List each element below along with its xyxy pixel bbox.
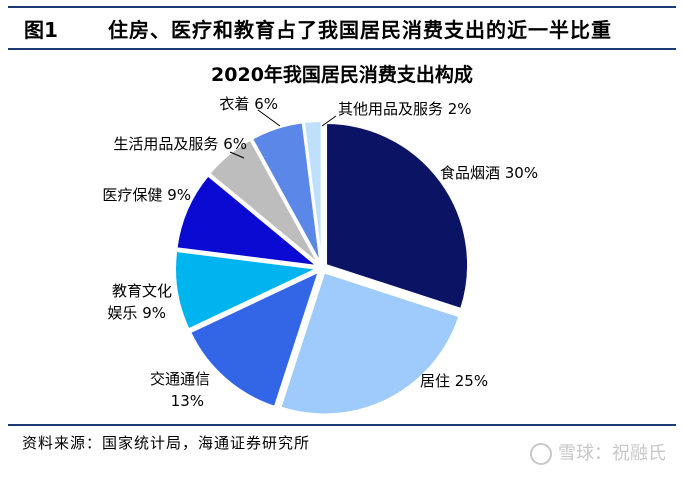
pie-slice-0	[325, 122, 469, 311]
pie-slice-3	[174, 249, 321, 331]
figure-title: 住房、医疗和教育占了我国居民消费支出的近一半比重	[108, 17, 612, 42]
slice-label-5: 生活用品及服务 6%	[113, 135, 247, 153]
leader-line-5	[229, 151, 245, 159]
slice-label-1: 居住 25%	[420, 372, 488, 390]
source-note: 资料来源：国家统计局，海通证券研究所	[22, 434, 311, 452]
pie-slice-1	[279, 271, 461, 416]
slice-label-7: 其他用品及服务 2%	[338, 100, 472, 118]
pie-slice-7	[302, 120, 323, 264]
leader-line-6	[257, 109, 281, 127]
slice-label-2: 交通通信	[150, 370, 210, 388]
figure-header: 图1 住房、医疗和教育占了我国居民消费支出的近一半比重	[8, 6, 676, 50]
slice-label-6: 衣着 6%	[219, 95, 278, 113]
slice-label-4: 医疗保健 9%	[102, 186, 191, 204]
slice-label-line2-3: 娱乐 9%	[107, 304, 166, 322]
figure-number: 图1	[24, 17, 58, 42]
pie-slice-6	[250, 121, 322, 264]
pie-slice-2	[188, 269, 321, 409]
slice-label-0: 食品烟酒 30%	[440, 164, 538, 182]
snowball-logo-icon	[530, 443, 552, 465]
source-divider	[8, 424, 676, 426]
chart-title: 2020年我国居民消费支出构成	[211, 64, 473, 86]
pie-slice-5	[207, 138, 320, 265]
slice-label-3: 教育文化	[112, 282, 172, 300]
leader-line-7	[321, 115, 337, 127]
slice-label-line2-2: 13%	[171, 392, 204, 410]
pie-slice-4	[175, 174, 321, 268]
watermark: 雪球：祝融氏	[530, 439, 666, 465]
watermark-text: 雪球：祝融氏	[558, 443, 666, 464]
